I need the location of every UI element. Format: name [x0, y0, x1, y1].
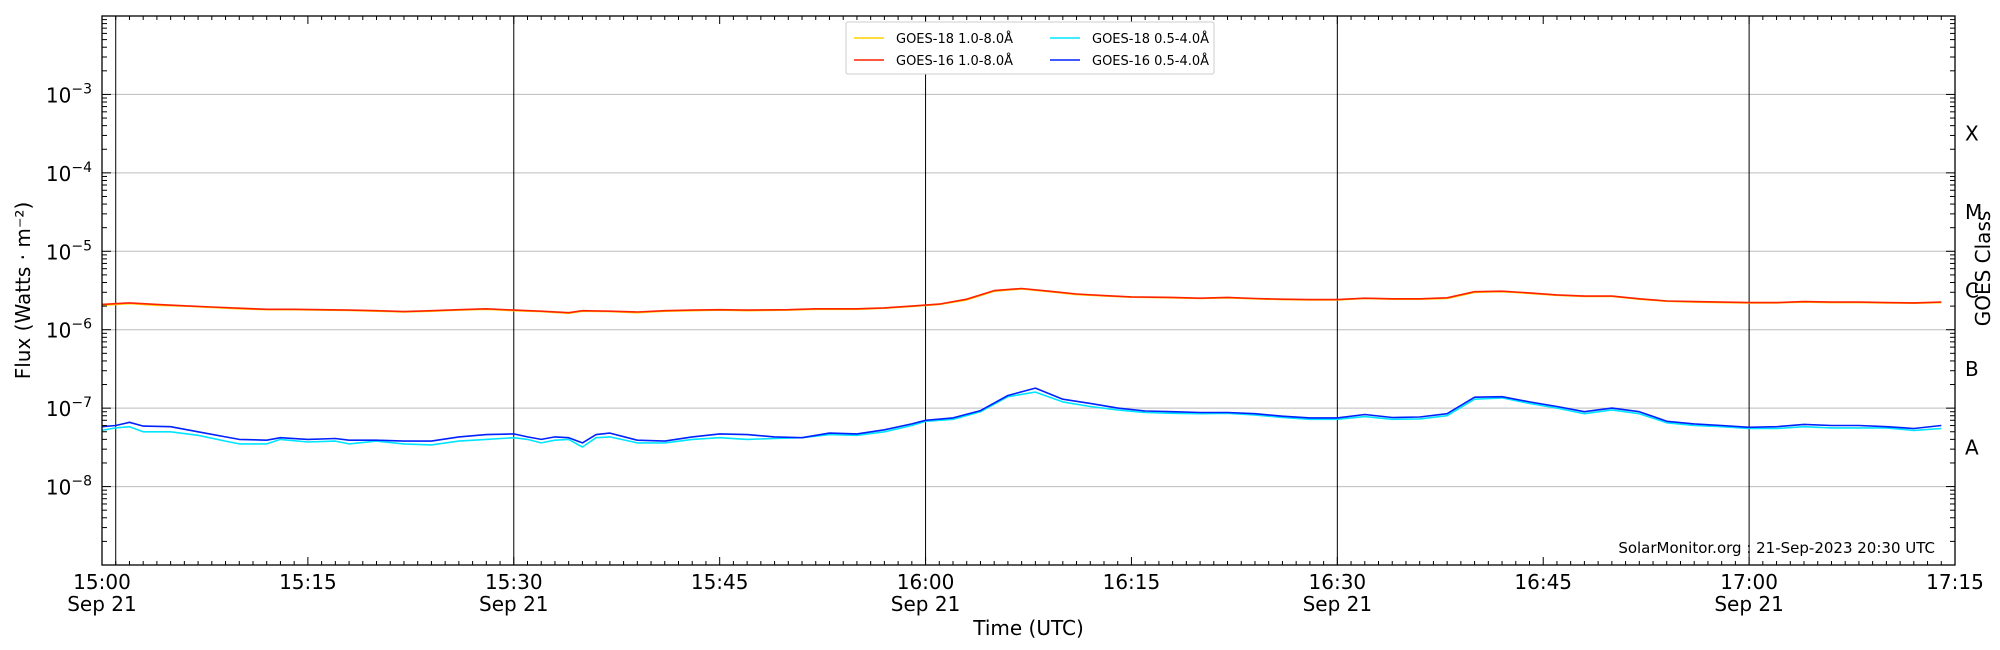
goes-class-label: C [1965, 279, 1979, 303]
series-line [101, 387, 1942, 444]
y-tick-labels: 10−8 10−7 10−6 10−5 10−4 10−3 [46, 81, 92, 499]
x-axis-label: Time (UTC) [972, 616, 1084, 640]
goes-class-labels: A B C M X [1965, 122, 1982, 460]
x-tick-date-label: Sep 21 [1714, 592, 1784, 616]
x-tick-label: 16:00 [897, 570, 955, 594]
credit-text: SolarMonitor.org : 21-Sep-2023 20:30 UTC [1618, 539, 1935, 557]
x-tick-label: 16:15 [1103, 570, 1161, 594]
y-tick-label: 10−5 [46, 238, 92, 264]
x-tick-date-label: Sep 21 [1303, 592, 1373, 616]
legend: GOES-18 1.0-8.0Å GOES-16 1.0-8.0Å GOES-18 … [845, 21, 1215, 75]
y-axis-label: Flux (Watts · m⁻²) [11, 202, 35, 380]
y-tick-label: 10−6 [46, 317, 92, 343]
plot-frame [101, 15, 1956, 566]
series-lines [101, 287, 1942, 448]
y-tick-label: 10−8 [46, 474, 92, 500]
series-line [101, 391, 1942, 448]
legend-label: GOES-18 0.5-4.0Å [1092, 31, 1209, 47]
y-tick-label: 10−3 [46, 81, 92, 107]
x-tick-label: 17:15 [1926, 570, 1984, 594]
goes-class-label: A [1965, 435, 1979, 459]
goes-class-axis-label: GOES Class [1971, 211, 1995, 327]
gridlines [102, 93, 1955, 488]
x-tick-label: 15:15 [279, 570, 337, 594]
y-tick-label: 10−7 [46, 395, 92, 421]
x-tick-date-label: Sep 21 [479, 592, 549, 616]
goes-class-label: M [1965, 200, 1982, 224]
legend-label: GOES-16 1.0-8.0Å [896, 53, 1013, 69]
legend-label: GOES-18 1.0-8.0Å [896, 31, 1013, 47]
x-tick-label: 15:30 [485, 570, 543, 594]
y-tick-label: 10−4 [46, 160, 92, 186]
x-tick-label: 15:45 [691, 570, 749, 594]
legend-label: GOES-16 0.5-4.0Å [1092, 53, 1209, 69]
x-tick-label: 17:00 [1720, 570, 1778, 594]
day-marker-lines [115, 16, 1750, 565]
series-line [101, 287, 1942, 314]
axis-ticks [101, 16, 1956, 566]
x-tick-label: 16:45 [1514, 570, 1572, 594]
x-tick-label: 15:00 [73, 570, 131, 594]
x-tick-date-label: Sep 21 [891, 592, 961, 616]
x-tick-label: 16:30 [1309, 570, 1367, 594]
goes-class-label: B [1965, 357, 1979, 381]
legend-box [845, 21, 1215, 75]
goes-class-label: X [1965, 122, 1979, 146]
x-tick-date-label: Sep 21 [67, 592, 137, 616]
